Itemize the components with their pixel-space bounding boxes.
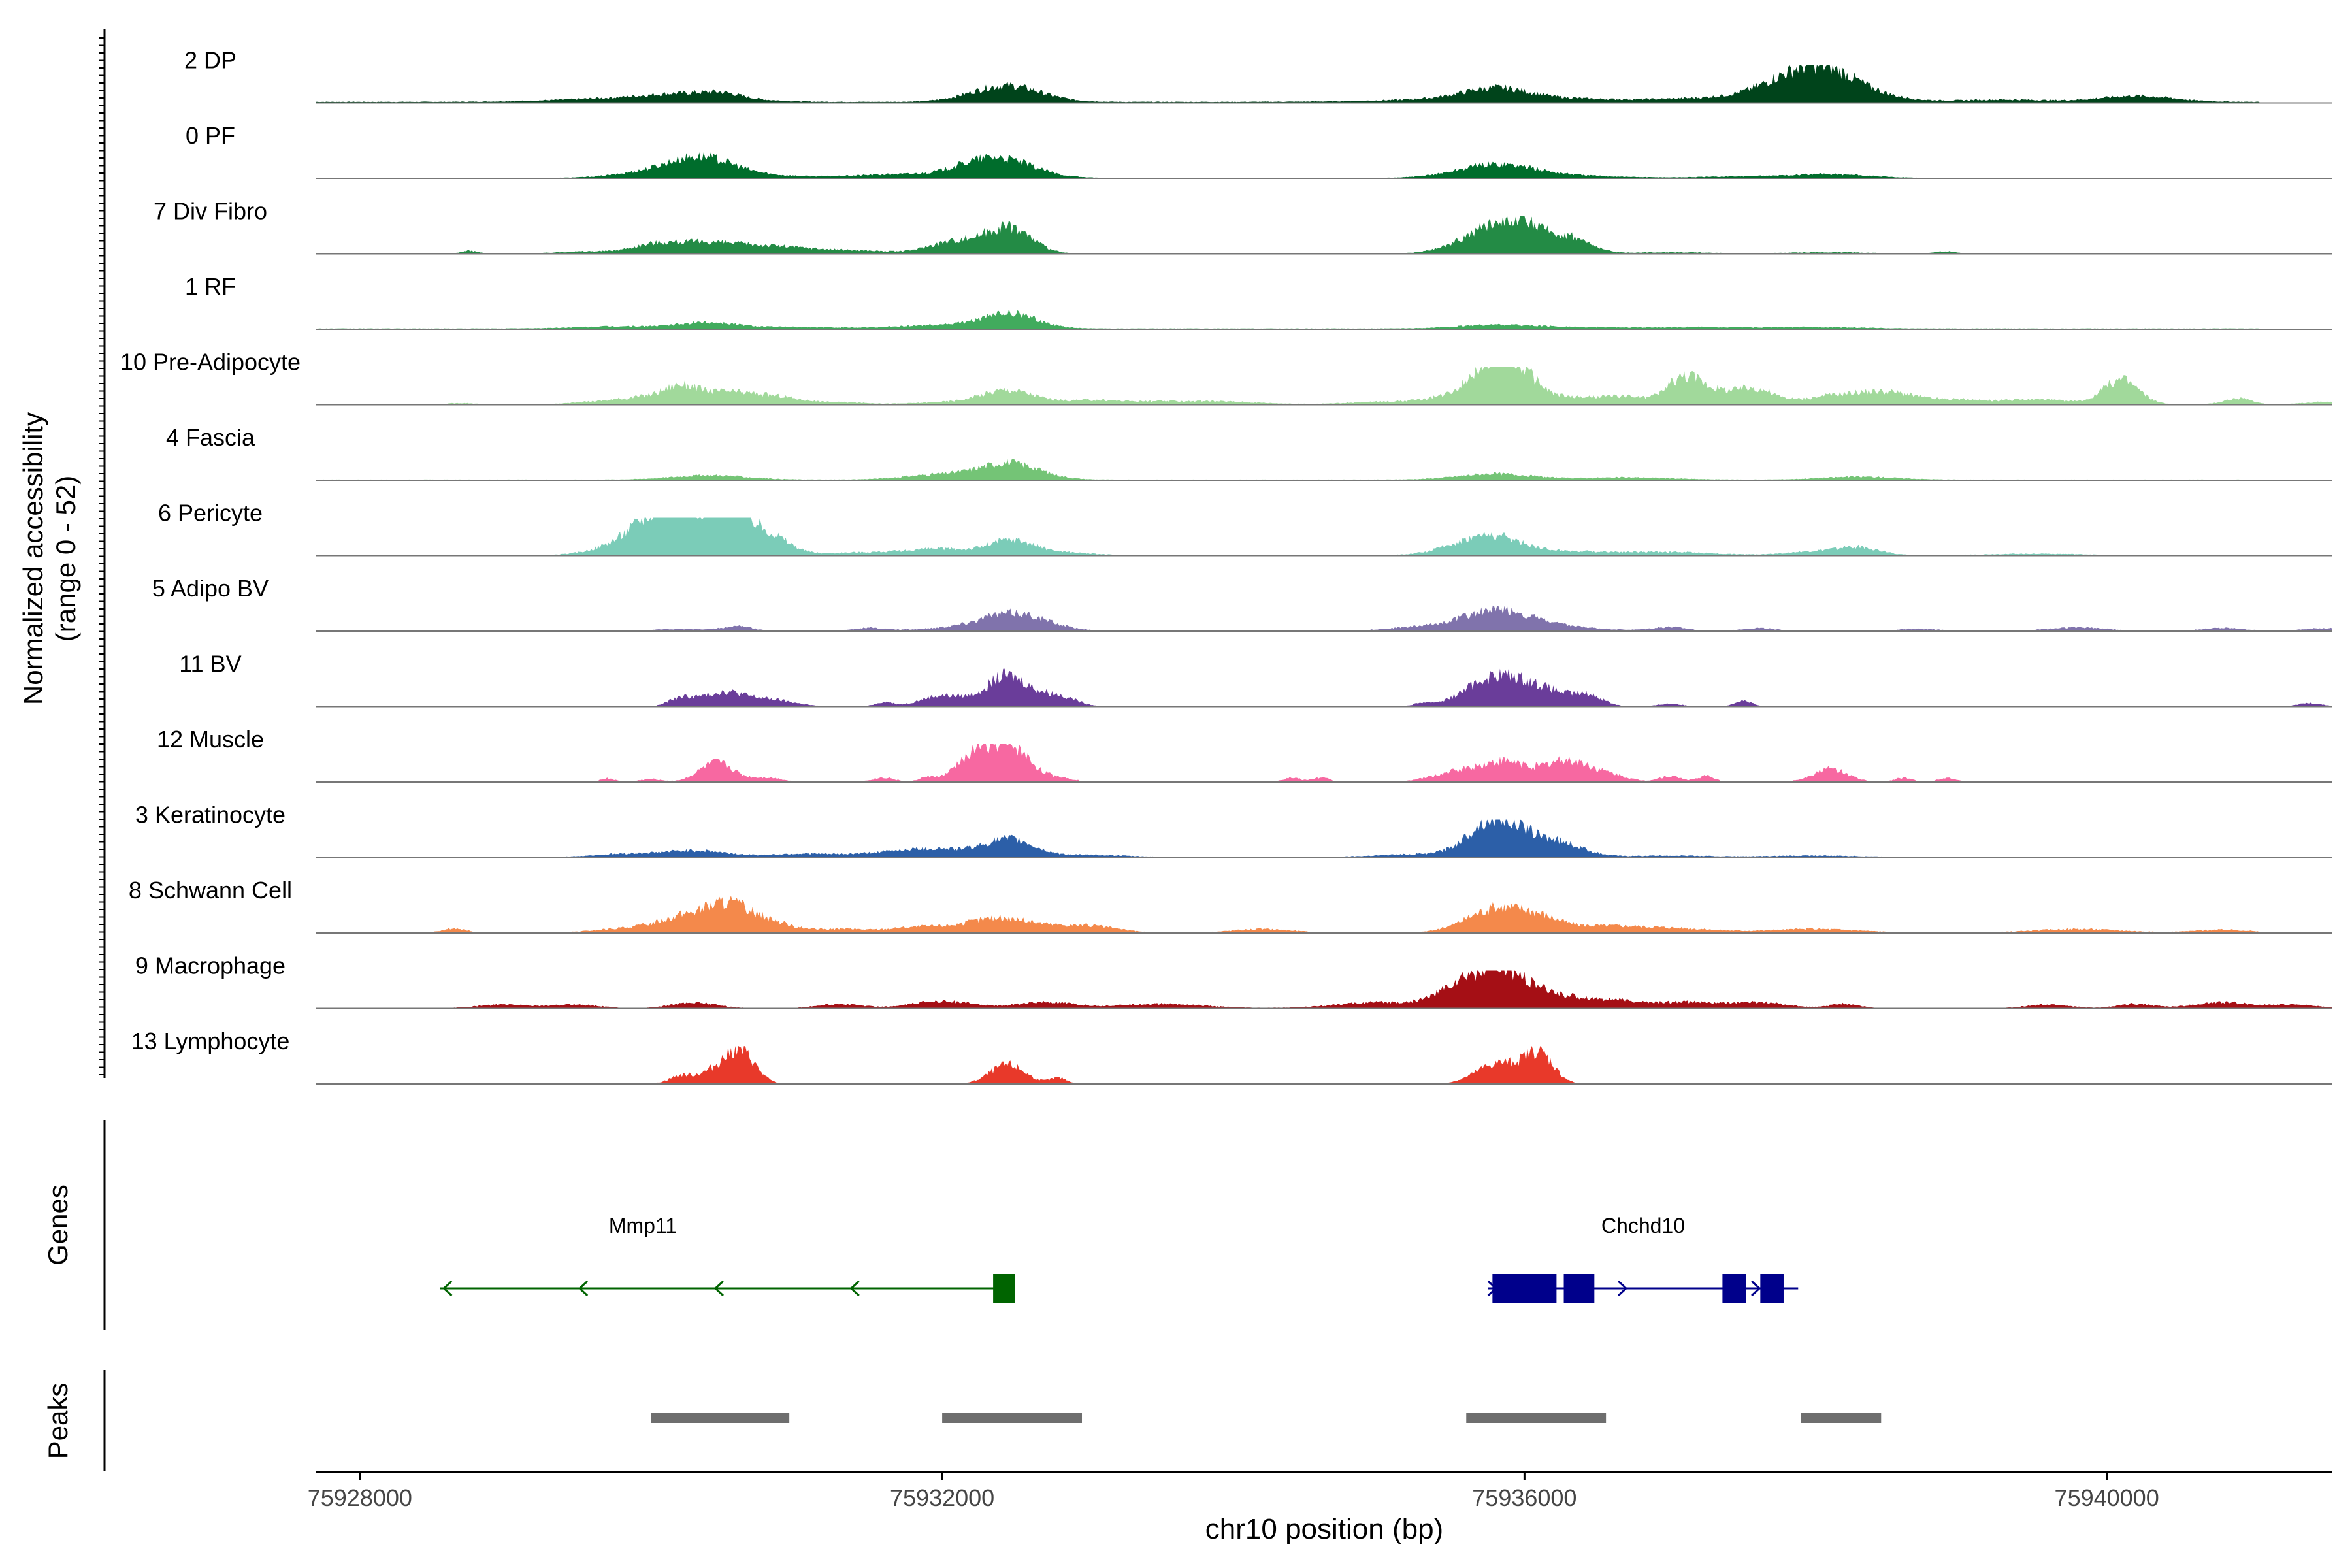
track-4: 1 RF: [185, 273, 2332, 330]
coverage-area: [316, 668, 2332, 707]
track-13: 9 Macrophage: [135, 953, 2332, 1009]
track-6: 4 Fascia: [166, 424, 2332, 481]
coverage-area: [316, 896, 2332, 933]
strand-arrow: [1751, 1280, 1761, 1297]
track-5: 10 Pre-Adipocyte: [120, 349, 2332, 406]
gene-mmp11: Mmp11: [440, 1214, 1015, 1303]
exon: [1563, 1274, 1595, 1303]
accessibility-tracks: 2 DP 0 PF 7 Div Fibro 1 RF 10 Pre-Adipocyte 4…: [120, 47, 2332, 1085]
track-label: 10 Pre-Adipocyte: [120, 349, 301, 376]
y-axis-title-line-1: Normalized accessibility: [18, 412, 48, 705]
track-label: 9 Macrophage: [135, 953, 286, 979]
track-label: 13 Lymphocyte: [131, 1028, 290, 1054]
track-label: 8 Schwann Cell: [129, 877, 292, 904]
track-label: 3 Keratinocyte: [135, 802, 286, 828]
peak-region: [1466, 1413, 1607, 1423]
strand-arrow: [578, 1280, 589, 1297]
track-11: 3 Keratinocyte: [135, 802, 2332, 858]
gene-label: Mmp11: [609, 1214, 677, 1237]
track-label: 7 Div Fibro: [154, 198, 267, 225]
track-9: 11 BV: [179, 651, 2332, 708]
genes-panel-title: Genes: [42, 1184, 73, 1266]
x-axis: 75928000 75932000 75936000 75940000 chr10 p…: [308, 1471, 2332, 1545]
track-label: 4 Fascia: [166, 424, 255, 451]
exon: [1760, 1274, 1784, 1303]
coverage-area: [316, 1046, 2332, 1084]
track-label: 5 Adipo BV: [152, 575, 269, 602]
strand-arrow: [849, 1280, 860, 1297]
coverage-area: [316, 309, 2332, 329]
exon: [1492, 1274, 1557, 1303]
y-axis-ticks: [99, 37, 105, 1075]
y-axis-title: Normalized accessibility (range 0 - 52): [18, 412, 81, 705]
track-10: 12 Muscle: [157, 726, 2332, 783]
x-tick-label: 75936000: [1472, 1484, 1576, 1511]
coverage-area: [316, 605, 2332, 631]
gene-chchd10: Chchd10: [1487, 1214, 1799, 1303]
exon: [993, 1274, 1015, 1303]
coverage-area: [316, 744, 2332, 782]
x-tick-label: 75932000: [890, 1484, 994, 1511]
x-tick-label: 75940000: [2055, 1484, 2159, 1511]
y-axis-title-line-2: (range 0 - 52): [50, 476, 81, 642]
coverage-area: [316, 459, 2332, 480]
track-label: 0 PF: [186, 122, 235, 149]
peak-region: [942, 1413, 1083, 1423]
coverage-area: [316, 152, 2332, 178]
track-label: 12 Muscle: [157, 726, 264, 753]
track-14: 13 Lymphocyte: [131, 1028, 2332, 1085]
coverage-area: [316, 819, 2332, 858]
gene-models: Mmp11 Chchd10: [440, 1214, 1799, 1303]
strand-arrow: [1617, 1280, 1628, 1297]
strand-arrow: [713, 1280, 725, 1297]
coverage-area: [316, 970, 2332, 1009]
peak-region: [1801, 1413, 1882, 1423]
track-8: 5 Adipo BV: [152, 575, 2332, 632]
x-axis-ticks: 75928000 75932000 75936000 75940000: [308, 1472, 2159, 1511]
coverage-area: [316, 65, 2332, 103]
strand-arrow: [442, 1280, 453, 1297]
peak-region: [651, 1413, 790, 1423]
gene-label: Chchd10: [1601, 1214, 1685, 1237]
coverage-area: [316, 517, 2332, 556]
peaks-panel: Peaks: [42, 1370, 1882, 1471]
exon: [1722, 1274, 1746, 1303]
peak-regions: [651, 1413, 1882, 1423]
track-label: 11 BV: [179, 651, 241, 678]
coverage-area: [316, 367, 2332, 405]
genes-panel: Genes Mmp11 Chchd10: [42, 1120, 1799, 1330]
track-label: 1 RF: [185, 273, 236, 300]
x-axis-title: chr10 position (bp): [1205, 1513, 1443, 1545]
track-7: 6 Pericyte: [158, 500, 2332, 557]
track-label: 6 Pericyte: [158, 500, 263, 527]
x-tick-label: 75928000: [308, 1484, 412, 1511]
coverage-area: [316, 216, 2332, 254]
track-label: 2 DP: [184, 47, 237, 74]
peaks-panel-title: Peaks: [42, 1383, 73, 1460]
track-1: 2 DP: [184, 47, 2332, 104]
track-12: 8 Schwann Cell: [129, 877, 2332, 934]
track-2: 0 PF: [186, 122, 2332, 179]
track-3: 7 Div Fibro: [154, 198, 2332, 255]
